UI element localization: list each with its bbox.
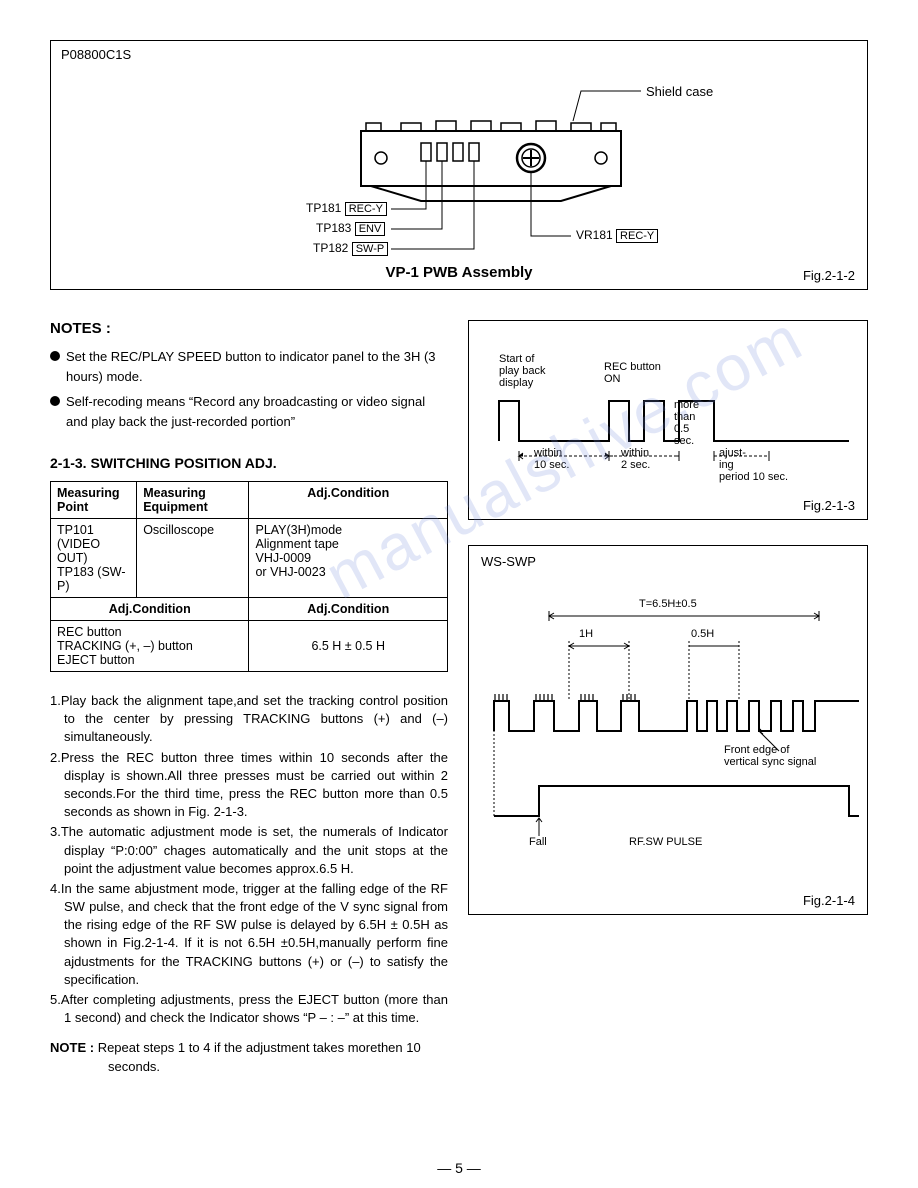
label-fall: Fall — [529, 836, 547, 848]
step-item: 3.The automatic adjustment mode is set, … — [50, 823, 448, 878]
bullet-icon — [50, 396, 60, 406]
figure-number: Fig.2-1-2 — [803, 268, 855, 283]
notes-list: Set the REC/PLAY SPEED button to indicat… — [50, 347, 448, 431]
label-within-10: within 10 sec. — [534, 447, 569, 471]
label-t: T=6.5H±0.5 — [639, 598, 697, 610]
th-adj-condition-2b: Adj.Condition — [249, 598, 448, 621]
td-measuring-equipment: Oscilloscope — [137, 519, 249, 598]
label-05h: 0.5H — [691, 628, 714, 640]
figure-2-1-3: Start of play back display REC button ON… — [468, 320, 868, 520]
label-front-edge: Front edge of vertical sync signal — [724, 744, 816, 768]
note-item: Self-recoding means “Record any broadcas… — [50, 392, 448, 431]
left-column: NOTES : Set the REC/PLAY SPEED button to… — [50, 320, 448, 1076]
figure-2-1-4: WS-SWP — [468, 545, 868, 915]
step-item: 4.In the same abjustment mode, trigger a… — [50, 880, 448, 989]
figure-caption: VP-1 PWB Assembly — [386, 264, 533, 281]
th-measuring-equipment: Measuring Equipment — [137, 482, 249, 519]
label-rec-on: REC button ON — [604, 361, 661, 385]
pwb-diagram — [81, 61, 861, 271]
label-playback: Start of play back display — [499, 353, 545, 389]
ws-swp-title: WS-SWP — [481, 554, 536, 569]
figure-number: Fig.2-1-3 — [803, 498, 855, 513]
figure-number: Fig.2-1-4 — [803, 893, 855, 908]
tp183-label: TP183 ENV — [316, 221, 385, 236]
td-value: 6.5 H ± 0.5 H — [249, 621, 448, 672]
figure-2-1-2: P08800C1S Shield case TP181 REC-Y TP183 … — [50, 40, 868, 290]
note-text: Self-recoding means “Record any broadcas… — [66, 392, 448, 431]
part-number: P08800C1S — [61, 47, 131, 62]
step-item: 2.Press the REC button three times withi… — [50, 749, 448, 822]
note-item: Set the REC/PLAY SPEED button to indicat… — [50, 347, 448, 386]
note-text: Set the REC/PLAY SPEED button to indicat… — [66, 347, 448, 386]
label-rf-sw: RF.SW PULSE — [629, 836, 702, 848]
td-buttons: REC button TRACKING (+, –) button EJECT … — [51, 621, 249, 672]
label-adjusting: ajust- ing period 10 sec. — [719, 447, 788, 483]
label-1h: 1H — [579, 628, 593, 640]
td-measuring-point: TP101 (VIDEO OUT) TP183 (SW-P) — [51, 519, 137, 598]
bullet-icon — [50, 351, 60, 361]
td-adj-condition: PLAY(3H)mode Alignment tape VHJ-0009 or … — [249, 519, 448, 598]
vr181-label: VR181 REC-Y — [576, 228, 658, 243]
step-item: 1.Play back the alignment tape,and set t… — [50, 692, 448, 747]
label-within-2: within 2 sec. — [621, 447, 650, 471]
step-item: 5.After completing adjustments, press th… — [50, 991, 448, 1027]
page-number: — 5 — — [437, 1160, 481, 1176]
tp182-label: TP182 SW-P — [313, 241, 388, 256]
th-adj-condition: Adj.Condition — [249, 482, 448, 519]
label-more-05: more than 0.5 sec. — [674, 399, 699, 447]
th-adj-condition-2a: Adj.Condition — [51, 598, 249, 621]
notes-heading: NOTES : — [50, 320, 448, 337]
shield-case-label: Shield case — [646, 84, 713, 99]
adjustment-table-1: Measuring Point Measuring Equipment Adj.… — [50, 481, 448, 672]
section-heading: 2-1-3. SWITCHING POSITION ADJ. — [50, 455, 448, 471]
steps-list: 1.Play back the alignment tape,and set t… — [50, 692, 448, 1027]
tp181-label: TP181 REC-Y — [306, 201, 387, 216]
final-note: NOTE : Repeat steps 1 to 4 if the adjust… — [50, 1039, 448, 1075]
right-column: Start of play back display REC button ON… — [468, 320, 868, 915]
th-measuring-point: Measuring Point — [51, 482, 137, 519]
